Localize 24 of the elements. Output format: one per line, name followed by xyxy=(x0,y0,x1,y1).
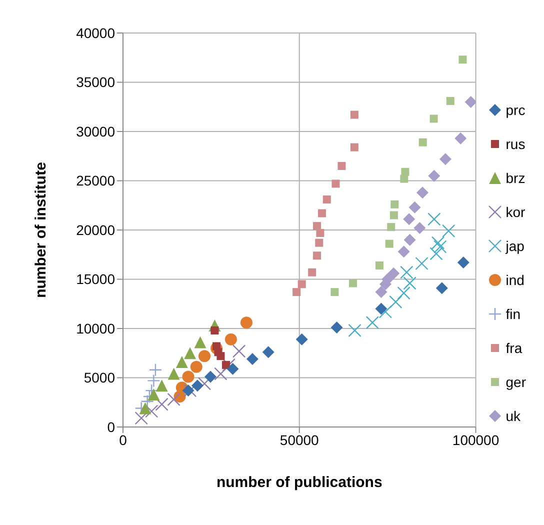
y-tick-label: 30000 xyxy=(76,123,116,140)
y-tick-label: 25000 xyxy=(76,172,116,189)
y-tick-label: 35000 xyxy=(76,74,116,90)
legend-label: jap xyxy=(506,238,524,254)
legend-label: brz xyxy=(506,170,526,186)
legend-label: fra xyxy=(506,340,522,356)
y-tick-label: 15000 xyxy=(76,271,116,288)
y-tick-label: 20000 xyxy=(76,222,116,238)
legend-label: rus xyxy=(506,136,526,152)
legend-label: uk xyxy=(506,408,521,424)
y-tick-label: 10000 xyxy=(76,320,116,336)
legend-label: prc xyxy=(506,102,526,118)
x-tick-label: 0 xyxy=(119,432,128,448)
y-tick-label: 40000 xyxy=(76,24,116,41)
legend-label: ger xyxy=(506,374,526,390)
y-tick-label: 5000 xyxy=(84,370,116,386)
y-axis-title: number of institute xyxy=(32,162,50,298)
x-axis-title: number of publications xyxy=(216,474,382,491)
y-tick-label: 0 xyxy=(107,418,116,435)
x-tick-label: 100000 xyxy=(452,432,500,448)
legend-label: kor xyxy=(506,204,526,220)
legend-label: ind xyxy=(506,272,524,288)
x-tick-label: 50000 xyxy=(280,432,320,448)
legend-label: fin xyxy=(506,306,521,322)
